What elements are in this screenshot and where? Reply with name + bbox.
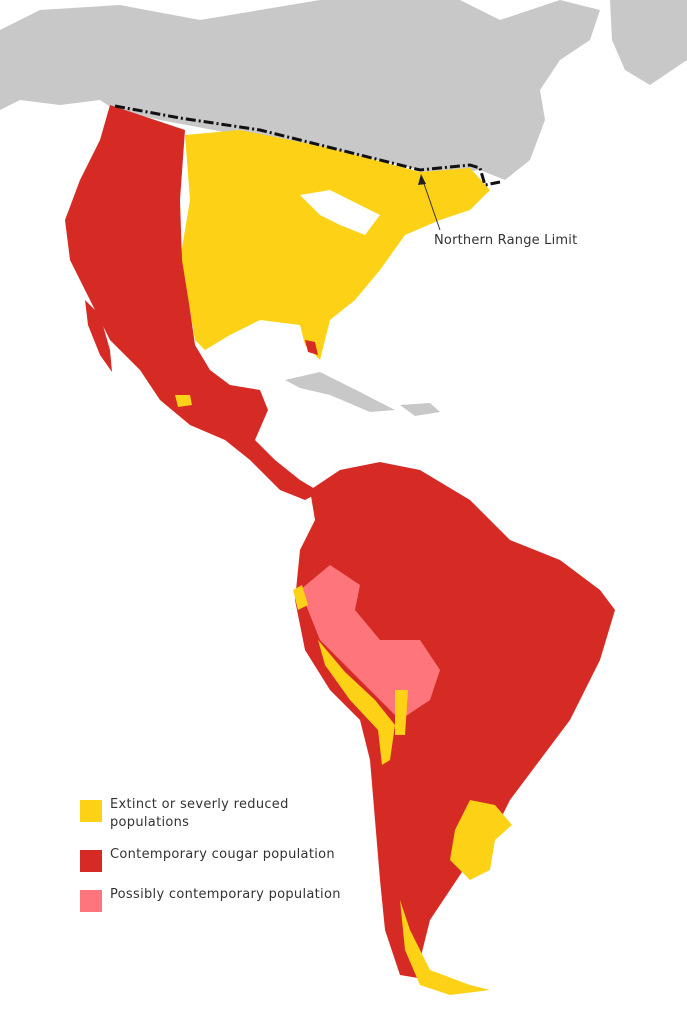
annotation-arrowhead: [418, 174, 426, 185]
south-america-contemporary: [295, 462, 615, 980]
legend-item-contemporary: Contemporary cougar population: [80, 846, 350, 872]
cuba: [285, 372, 395, 412]
florida-contemporary: [305, 340, 318, 355]
andes-possibly-contemporary: [300, 565, 440, 720]
legend: Extinct or severly reduced populations C…: [80, 796, 350, 926]
hispaniola: [400, 403, 440, 416]
great-lakes: [300, 190, 380, 235]
altiplano-extinct: [395, 690, 408, 735]
mexico-extinct: [175, 395, 192, 407]
coastal-peru-extinct: [318, 640, 395, 765]
patagonia-extinct: [400, 900, 490, 995]
legend-item-extinct: Extinct or severly reduced populations: [80, 796, 350, 832]
legend-label: Extinct or severly reduced populations: [110, 797, 289, 830]
legend-item-possibly: Possibly contemporary population: [80, 886, 350, 912]
legend-swatch-yellow: [80, 800, 102, 822]
eastern-na-extinct: [180, 130, 490, 360]
legend-swatch-pink: [80, 890, 102, 912]
northern-range-limit-label: Northern Range Limit: [434, 233, 578, 248]
legend-label: Possibly contemporary population: [110, 887, 341, 902]
greenland: [610, 0, 687, 85]
ecuador-extinct: [293, 585, 308, 610]
canada-landmass: [0, 0, 600, 180]
baja-california: [85, 300, 112, 372]
western-na-contemporary: [65, 105, 320, 500]
annotation-arrow: [421, 177, 441, 231]
northern-range-limit-line: [114, 104, 501, 187]
legend-label: Contemporary cougar population: [110, 847, 335, 862]
uruguay-extinct: [450, 800, 512, 880]
legend-swatch-red: [80, 850, 102, 872]
